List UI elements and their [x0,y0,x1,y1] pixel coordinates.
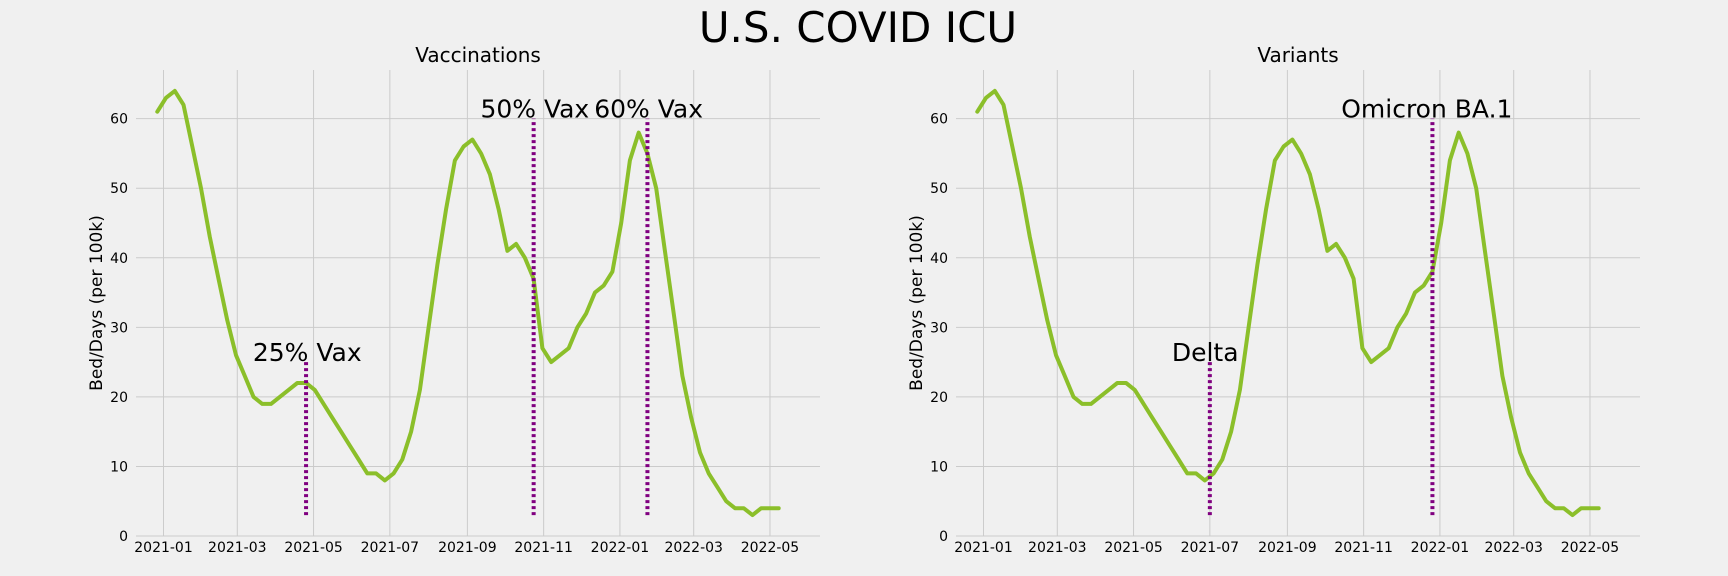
y-tick-label: 40 [110,251,128,267]
y-tick-label: 50 [110,181,128,197]
x-tick-label: 2021-11 [514,540,573,556]
x-tick-label: 2022-03 [664,540,723,556]
panel-title: Vaccinations [415,43,541,67]
series-line [975,88,1601,518]
y-tick-label: 0 [119,529,128,545]
y-tick-label: 60 [930,112,948,128]
chart-panel-2: 0 10 20 30 40 50 60 2021-01 2021-03 2021-05 2021-0… [907,43,1640,556]
y-tick-label: 20 [930,390,948,406]
x-tick-label: 2021-09 [1258,540,1317,556]
y-axis-label: Bed/Days (per 100k) [87,215,107,391]
x-tick-label: 2021-07 [361,540,420,556]
y-tick-label: 30 [930,320,948,336]
y-axis-label: Bed/Days (per 100k) [907,215,927,391]
x-tick-label: 2022-01 [591,540,650,556]
x-tick-label: 2021-05 [284,540,343,556]
x-tick-label: 2022-03 [1484,540,1543,556]
x-tick-label: 2021-11 [1334,540,1393,556]
x-tick-label: 2021-07 [1181,540,1240,556]
annotation-label: 60% Vax [594,95,703,124]
y-tick-label: 60 [110,112,128,128]
x-tick-label: 2022-05 [741,540,800,556]
figure-title: U.S. COVID ICU [699,3,1017,52]
series-line [155,88,781,518]
annotation-label: 50% Vax [480,95,589,124]
x-tick-label: 2021-03 [1028,540,1087,556]
x-tick-label: 2021-01 [954,540,1013,556]
annotation-label: 25% Vax [253,338,362,367]
y-tick-label: 30 [110,320,128,336]
x-tick-label: 2022-01 [1411,540,1470,556]
annotation-label: Delta [1172,338,1239,367]
y-tick-label: 40 [930,251,948,267]
y-tick-label: 0 [939,529,948,545]
y-tick-label: 10 [110,459,128,475]
chart-panel-1: 0 10 20 30 40 50 60 2021-01 2021-03 2021-05 2021-0… [87,43,820,556]
x-tick-label: 2021-09 [438,540,497,556]
annotation-label: Omicron BA.1 [1341,95,1512,124]
x-tick-label: 2021-01 [134,540,193,556]
x-tick-label: 2022-05 [1561,540,1620,556]
y-tick-label: 50 [930,181,948,197]
y-tick-label: 10 [930,459,948,475]
x-tick-label: 2021-05 [1104,540,1163,556]
panel-title: Variants [1257,43,1338,67]
y-tick-label: 20 [110,390,128,406]
x-tick-label: 2021-03 [208,540,267,556]
